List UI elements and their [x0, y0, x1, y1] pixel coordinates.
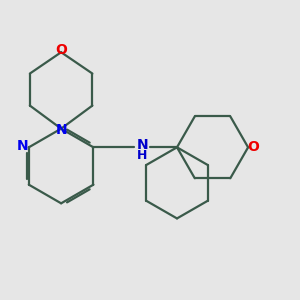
Text: N: N: [16, 139, 28, 153]
Text: N: N: [55, 123, 67, 137]
Text: H: H: [137, 149, 147, 162]
Text: N: N: [136, 138, 148, 152]
Text: O: O: [55, 44, 67, 58]
Text: O: O: [248, 140, 260, 154]
